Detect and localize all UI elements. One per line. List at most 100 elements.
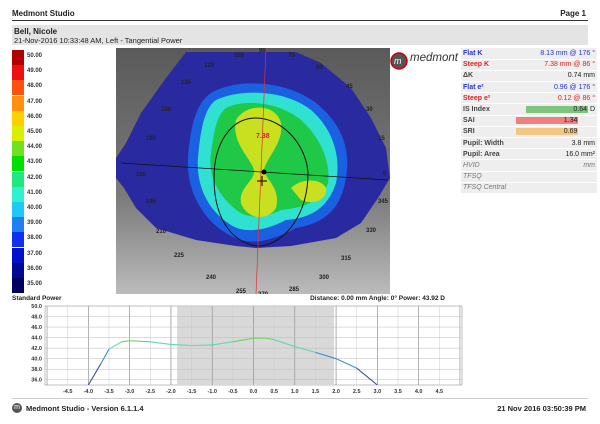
row-is-index: IS Index 0.64 D <box>461 103 597 116</box>
map-zone-45-temporal <box>291 180 327 203</box>
header-divider <box>12 20 588 21</box>
row-sai: SAI 1.34 <box>461 115 597 127</box>
legend-label: 49.00 <box>27 68 43 75</box>
x-tick-label: 1.5 <box>312 389 320 395</box>
medmont-logo-icon: m <box>12 403 22 413</box>
legend-swatch <box>12 50 24 65</box>
angle-label: 345 <box>378 199 389 205</box>
corneal-vertex-marker <box>261 169 267 175</box>
medmont-logo-icon: m <box>390 52 408 70</box>
angle-label: 90 <box>259 48 266 54</box>
pupil-center-marker <box>257 176 267 186</box>
y-tick-label: 44.0 <box>31 336 42 342</box>
angle-label: 0 <box>383 171 387 177</box>
x-tick-label: -1.5 <box>187 389 196 395</box>
legend-swatch <box>12 171 24 187</box>
legend-swatch <box>12 80 24 96</box>
x-tick-label: -2.0 <box>166 389 175 395</box>
meridian-steep <box>255 48 267 294</box>
profile-line-segment <box>87 363 102 386</box>
profile-line-segment <box>356 367 378 386</box>
patient-header: Bell, Nicole 21-Nov-2016 10:33:48 AM, Le… <box>12 25 588 45</box>
row-sri: SRI 0.69 <box>461 126 597 139</box>
patient-name: Bell, Nicole <box>14 27 58 36</box>
is-index-unit: D <box>589 106 595 114</box>
angle-label: 15 <box>378 136 385 142</box>
svg-text:m: m <box>394 56 402 66</box>
row-hvid: HVID mm <box>461 159 597 172</box>
profile-line-segment <box>212 341 233 346</box>
row-pupil-width: Pupil: Width 3.8 mm <box>461 137 597 150</box>
app-title: Medmont Studio <box>12 9 75 18</box>
y-tick-label: 40.0 <box>31 357 42 363</box>
profile-readout: Distance: 0.00 mm Angle: 0° Power: 43.92… <box>310 295 445 302</box>
footer-version: Medmont Studio - Version 6.1.1.4 <box>26 404 144 413</box>
legend-swatch <box>12 126 24 141</box>
legend-swatch <box>12 232 24 248</box>
x-tick-label: -1.0 <box>207 389 216 395</box>
profile-line-segment <box>170 343 192 347</box>
angle-label: 225 <box>174 253 185 259</box>
y-tick-label: 36.0 <box>31 378 42 384</box>
profile-line-segment <box>335 358 357 369</box>
angle-label: 60 <box>316 65 323 71</box>
profile-title: Standard Power <box>12 295 62 302</box>
x-tick-label: 1.0 <box>291 389 299 395</box>
x-tick-label: 0.0 <box>250 389 258 395</box>
angle-label: 150 <box>161 107 172 113</box>
legend-label: 37.00 <box>27 250 43 257</box>
x-tick-label: 4.5 <box>435 389 443 395</box>
map-center-value: 7.38 <box>256 133 270 140</box>
row-flat-e: Flat e² 0.96 @ 176 ° <box>461 81 597 94</box>
row-tfsq: TFSQ <box>461 171 597 183</box>
footer-divider <box>12 398 588 399</box>
legend-swatch <box>12 95 24 111</box>
profile-line-segment <box>315 351 337 360</box>
legend-swatch <box>12 141 24 157</box>
legend-swatch <box>12 262 24 278</box>
y-tick-label: 38.0 <box>31 367 42 373</box>
legend-label: 45.00 <box>27 129 43 135</box>
legend-swatch <box>12 202 24 217</box>
profile-line-segment <box>100 348 110 365</box>
row-tfsq-central: TFSQ Central <box>461 182 597 194</box>
angle-label: 30 <box>366 107 373 113</box>
exam-info: 21-Nov-2016 10:33:48 AM, Left - Tangenti… <box>14 36 183 45</box>
profile-line-segment <box>191 344 213 347</box>
legend-swatch <box>12 217 24 233</box>
angle-label: 255 <box>236 289 247 294</box>
legend-swatch <box>12 247 24 263</box>
y-tick-label: 46.0 <box>31 325 42 331</box>
x-tick-label: 3.0 <box>374 389 382 395</box>
keratometry-table: Flat K 8.13 mm @ 176 ° Steep K 7.38 mm @ 8… <box>461 48 597 194</box>
power-profile-chart[interactable]: -4.5 -4.0 -3.5 -3.0 -2.5 -2.0 -1.5 -1.0 -0.5 0.0 0… <box>0 300 600 398</box>
row-delta-k: ΔK 0.74 mm <box>461 70 597 83</box>
x-tick-label: 4.0 <box>415 389 423 395</box>
legend-label: 44.00 <box>27 144 43 151</box>
angle-label: 270 <box>258 292 269 294</box>
x-tick-label: 3.5 <box>394 389 402 395</box>
angle-label: 45 <box>346 84 353 90</box>
medmont-logo: m medmont <box>390 50 460 72</box>
topography-map[interactable]: 7.38 90 105 75 120 60 135 45 150 30 165 15 180 0 195 3… <box>116 48 390 294</box>
pupil-outline <box>213 117 309 247</box>
legend-label: 50.00 <box>27 53 43 59</box>
angle-label: 330 <box>366 228 377 234</box>
x-tick-label: 0.5 <box>270 389 278 395</box>
legend-label: 48.00 <box>27 83 43 90</box>
legend-swatch <box>12 278 24 293</box>
y-tick-label: 42.0 <box>31 346 42 352</box>
legend-label: 35.00 <box>27 281 43 287</box>
angle-label: 75 <box>288 53 295 59</box>
profile-line-segment <box>232 337 254 343</box>
angle-label: 105 <box>234 53 245 59</box>
x-tick-label: 2.0 <box>332 389 340 395</box>
angle-label: 285 <box>289 287 300 293</box>
legend-label: 40.00 <box>27 205 43 211</box>
legend-swatch <box>12 110 24 126</box>
profile-line-segment <box>150 341 171 345</box>
sai-value: 1.34 <box>516 117 579 125</box>
x-tick-label: -2.5 <box>146 389 155 395</box>
legend-label: 41.00 <box>27 189 43 196</box>
angle-label: 240 <box>206 275 217 281</box>
